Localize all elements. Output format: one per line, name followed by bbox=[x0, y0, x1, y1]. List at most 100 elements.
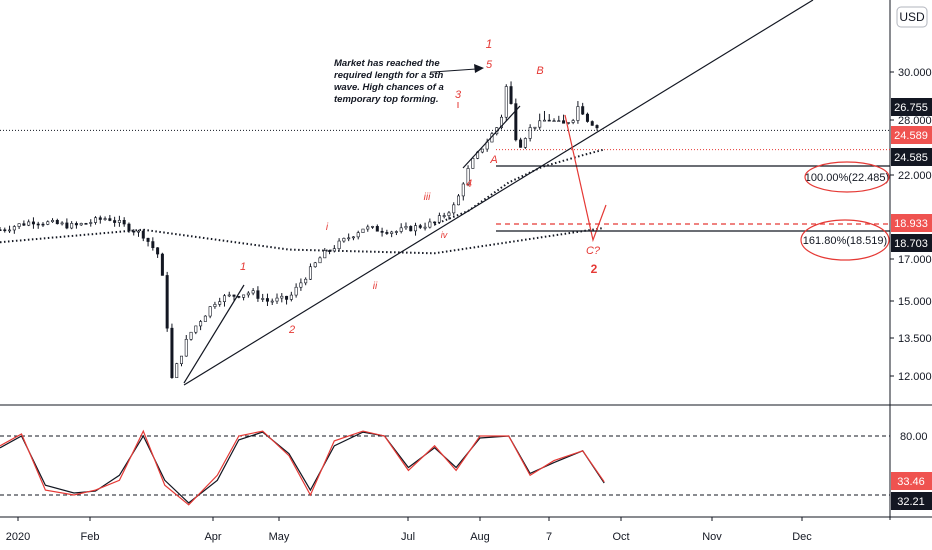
price-bar-body bbox=[562, 120, 566, 124]
price-axis[interactable]: 30.000 28.000 22.000 17.000 15.000 13.500 12.0… bbox=[890, 67, 932, 383]
oscillator-d-line bbox=[0, 431, 605, 504]
price-bar-body bbox=[199, 321, 203, 327]
price-bar-body bbox=[390, 231, 394, 234]
wave-label: ii bbox=[373, 281, 378, 292]
price-bar-body bbox=[127, 223, 131, 232]
price-bar-body bbox=[94, 217, 98, 223]
price-bar-body bbox=[457, 195, 461, 206]
price-bar-body bbox=[70, 223, 74, 229]
price-marker-label: 18.933 bbox=[894, 218, 928, 230]
oscillator-marker-label: 32.21 bbox=[897, 496, 925, 508]
price-bar-body bbox=[113, 220, 117, 223]
price-bar-body bbox=[428, 221, 432, 228]
price-bar-body bbox=[55, 220, 59, 225]
price-bar-body bbox=[299, 282, 303, 288]
wave-label: iv bbox=[441, 230, 448, 240]
time-axis[interactable]: 2020 Feb Apr May Jul Aug 7 Oct Nov Dec bbox=[6, 517, 813, 543]
price-bar-body bbox=[189, 331, 193, 340]
price-marker-badge bbox=[891, 98, 932, 116]
fib-161-ellipse bbox=[800, 219, 890, 261]
price-bar-body bbox=[280, 295, 284, 299]
currency-badge[interactable] bbox=[896, 6, 928, 28]
price-bar-body bbox=[328, 250, 332, 252]
projected-path bbox=[564, 114, 607, 243]
wave-label: C? bbox=[586, 245, 601, 257]
price-bar-body bbox=[542, 119, 546, 122]
time-tick-label: Dec bbox=[792, 531, 812, 543]
price-bar-body bbox=[261, 298, 265, 300]
price-bar-body bbox=[60, 222, 64, 225]
price-bar-body bbox=[285, 295, 289, 300]
price-series bbox=[0, 81, 599, 379]
wave-3-4-trendline bbox=[462, 105, 521, 169]
price-bar-body bbox=[227, 294, 231, 297]
oscillator-marker-badge bbox=[891, 492, 932, 510]
time-tick-label: 7 bbox=[546, 531, 552, 543]
price-bar-body bbox=[175, 363, 179, 378]
price-bar-body bbox=[8, 229, 12, 232]
price-bar-body bbox=[122, 219, 126, 225]
price-bar-body bbox=[89, 222, 93, 224]
price-bar-body bbox=[132, 230, 136, 233]
price-bar-body bbox=[203, 315, 207, 322]
price-bar-body bbox=[213, 304, 217, 307]
price-bar-body bbox=[566, 122, 570, 124]
price-marker-label: 26.755 bbox=[894, 102, 928, 114]
oscillator-marker-label: 33.46 bbox=[897, 476, 925, 488]
price-marker-badge bbox=[891, 148, 932, 166]
wave-label: 2 bbox=[591, 262, 598, 276]
price-bar-body bbox=[12, 226, 16, 231]
price-bar-body bbox=[323, 250, 327, 259]
fib-100-ellipse bbox=[804, 161, 890, 193]
price-bar-body bbox=[308, 266, 312, 280]
wave-label: 1 bbox=[240, 261, 246, 273]
price-bar-body bbox=[356, 232, 360, 238]
price-bar-body bbox=[452, 204, 456, 214]
wave-label: 3 bbox=[455, 89, 462, 101]
price-bar-body bbox=[585, 113, 589, 122]
wave-label: 2 bbox=[288, 324, 295, 336]
price-marker-label: 24.589 bbox=[894, 130, 928, 142]
time-tick-label: Apr bbox=[204, 531, 221, 543]
price-bar-body bbox=[504, 86, 508, 118]
price-bar-body bbox=[528, 127, 532, 139]
time-tick-label: Jul bbox=[401, 531, 415, 543]
price-bar-body bbox=[232, 294, 236, 297]
fib-levels: 100.00%(22.485) 161.80%(18.519) bbox=[496, 161, 890, 261]
price-bar-body bbox=[409, 226, 413, 232]
price-tick-label: 17.000 bbox=[898, 254, 932, 266]
price-bar-body bbox=[414, 225, 418, 232]
price-bar-body bbox=[160, 253, 164, 276]
price-bar-body bbox=[137, 230, 141, 233]
price-bar-body bbox=[447, 212, 451, 216]
price-bar-body bbox=[237, 296, 241, 298]
price-bar-body bbox=[318, 257, 322, 264]
price-bar-body bbox=[165, 275, 169, 329]
price-bar-body bbox=[461, 183, 465, 197]
price-bar-body bbox=[371, 226, 375, 228]
price-bar-body bbox=[36, 223, 40, 226]
price-bar-body bbox=[222, 295, 226, 302]
currency-label[interactable]: USD bbox=[899, 10, 925, 24]
price-bar-body bbox=[313, 262, 317, 268]
fib-100-label: 100.00%(22.485) bbox=[805, 172, 889, 184]
price-bar-body bbox=[538, 120, 542, 128]
price-bar-body bbox=[184, 339, 188, 357]
price-bar-body bbox=[552, 120, 556, 122]
price-bar-body bbox=[523, 138, 527, 148]
oscillator-tick-label: 80.00 bbox=[900, 431, 928, 443]
price-bar-body bbox=[270, 300, 274, 303]
price-bar-body bbox=[366, 226, 370, 230]
price-bar-body bbox=[595, 125, 599, 129]
price-bar-body bbox=[385, 232, 389, 234]
trendlines bbox=[183, 0, 814, 386]
price-bar-body bbox=[332, 248, 336, 252]
price-bar-body bbox=[576, 106, 580, 121]
wave-1-trendline bbox=[183, 284, 245, 384]
price-bar-body bbox=[514, 103, 518, 141]
price-marker-badge bbox=[891, 214, 932, 232]
wave-label: B bbox=[536, 65, 543, 77]
price-bar-body bbox=[79, 223, 83, 226]
price-bar-body bbox=[471, 158, 475, 169]
